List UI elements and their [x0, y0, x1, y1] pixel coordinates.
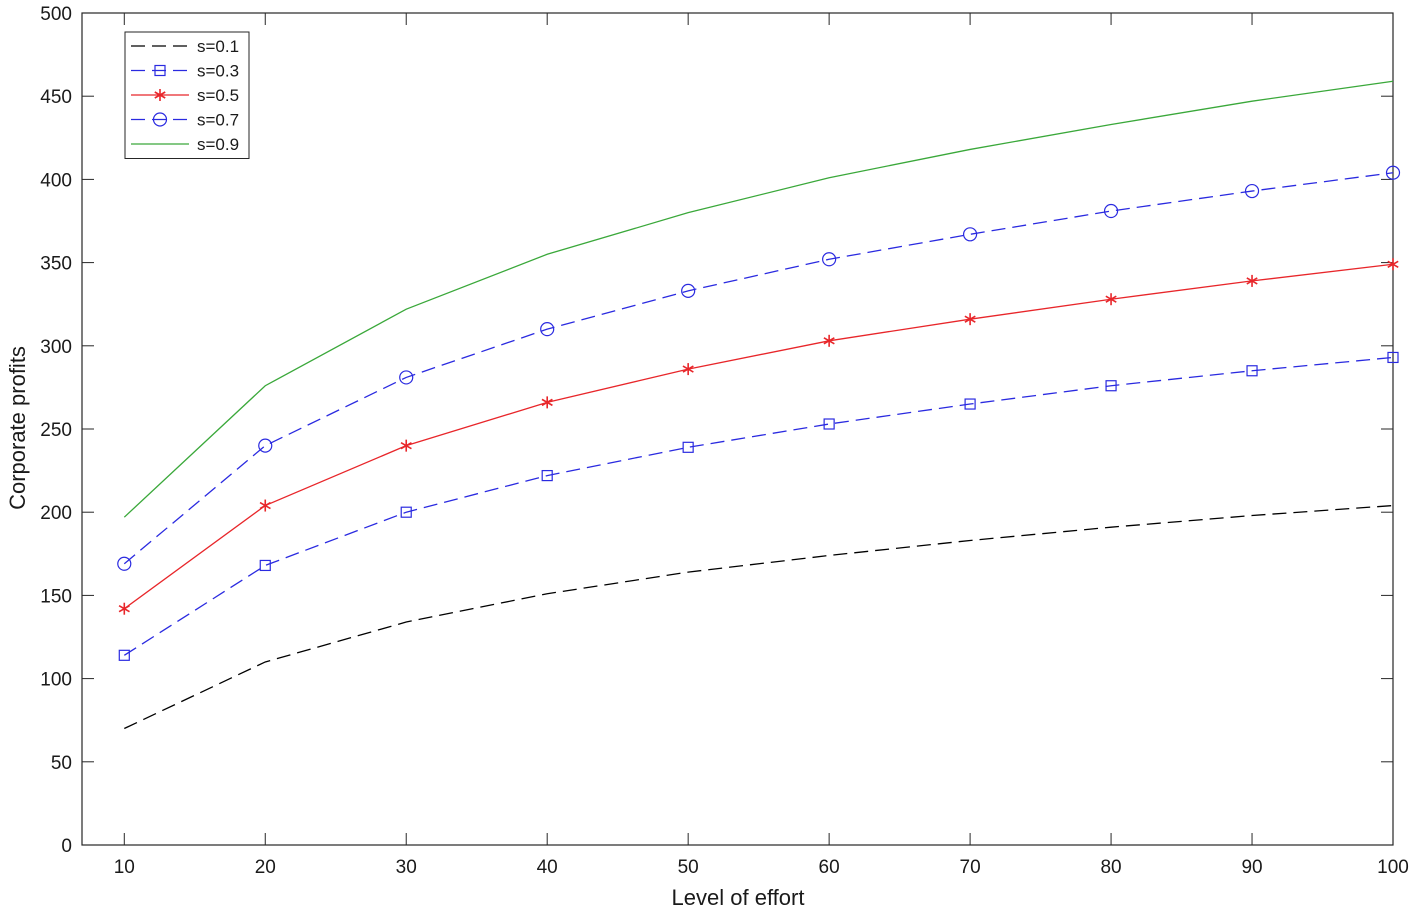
data-point — [152, 112, 168, 127]
y-tick-label: 500 — [40, 4, 72, 25]
data-point — [1105, 380, 1117, 392]
series-line — [123, 263, 1394, 610]
data-point — [154, 64, 166, 77]
y-tick-label: 350 — [40, 254, 72, 275]
y-tick-label: 200 — [40, 503, 72, 524]
y-tick-label: 450 — [40, 87, 72, 108]
data-point — [400, 506, 412, 518]
legend-label: s=0.9 — [197, 135, 239, 154]
y-tick-label: 300 — [40, 337, 72, 358]
data-point — [541, 396, 553, 409]
x-tick-label: 80 — [1100, 857, 1121, 878]
series-line — [123, 172, 1394, 565]
data-point — [1385, 165, 1401, 180]
x-tick-label: 10 — [114, 857, 135, 878]
series-s=0.3 — [118, 351, 1399, 661]
x-tick-label: 50 — [678, 857, 699, 878]
data-point — [964, 398, 976, 410]
data-point — [1387, 351, 1399, 364]
data-point — [540, 322, 555, 337]
series-line — [123, 80, 1394, 518]
x-tick-label: 60 — [819, 857, 840, 878]
data-point — [682, 441, 694, 453]
x-tick-label: 100 — [1377, 857, 1409, 878]
legend-label: s=0.5 — [197, 86, 239, 105]
series-s=0.7 — [117, 165, 1401, 571]
y-tick-label: 150 — [40, 586, 72, 607]
y-tick-label: 50 — [51, 753, 72, 774]
data-point — [1103, 203, 1119, 219]
x-tick-label: 30 — [396, 857, 417, 878]
data-point — [962, 227, 978, 242]
series-s=0.9 — [123, 80, 1394, 518]
plot-frame — [81, 12, 1394, 846]
legend-label: s=0.3 — [197, 62, 239, 81]
data-point — [823, 334, 835, 347]
data-point — [118, 649, 130, 661]
y-axis-label: Corporate profits — [5, 346, 30, 510]
y-tick-label: 400 — [40, 170, 72, 191]
data-point — [1387, 258, 1399, 271]
x-tick-label: 90 — [1241, 857, 1262, 878]
x-tick-label: 20 — [255, 857, 276, 878]
data-point — [399, 370, 414, 385]
y-tick-label: 100 — [40, 670, 72, 691]
series-s=0.5 — [118, 258, 1399, 615]
data-point — [1105, 293, 1117, 306]
series-s=0.1 — [124, 504, 1394, 730]
legend-item: s=0.3 — [131, 62, 239, 81]
legend-item: s=0.1 — [131, 37, 239, 56]
data-point — [823, 418, 835, 430]
data-point — [1244, 183, 1260, 199]
legend-label: s=0.1 — [197, 37, 239, 56]
data-point — [681, 283, 696, 298]
data-point — [541, 469, 553, 482]
series-line — [124, 504, 1394, 730]
series-line — [123, 356, 1394, 656]
legend-label: s=0.7 — [197, 111, 239, 130]
data-point — [259, 499, 271, 512]
y-tick-label: 250 — [40, 420, 72, 441]
legend: s=0.1 s=0.3 s=0.5 s=0.7 s=0.9 — [124, 31, 250, 159]
data-point — [822, 252, 837, 267]
data-point — [154, 89, 166, 101]
data-point — [1246, 365, 1258, 377]
legend-item: s=0.9 — [131, 135, 239, 154]
data-point — [259, 559, 271, 572]
data-point — [118, 602, 130, 615]
data-point — [117, 556, 132, 571]
x-tick-label: 70 — [960, 857, 981, 878]
data-point — [258, 438, 273, 453]
data-point — [682, 363, 694, 376]
y-tick-label: 0 — [61, 836, 72, 857]
data-point — [964, 313, 976, 326]
data-point — [1246, 274, 1258, 287]
x-axis-label: Level of effort — [672, 885, 805, 910]
legend-item: s=0.7 — [131, 111, 239, 130]
legend-item: s=0.5 — [131, 86, 239, 105]
x-tick-label: 40 — [537, 857, 558, 878]
data-point — [400, 439, 412, 452]
plot-area — [117, 80, 1401, 730]
axes: 10 20 30 40 50 60 70 80 90 100 0 50 100 150 200 250 300 3… — [40, 4, 1409, 878]
